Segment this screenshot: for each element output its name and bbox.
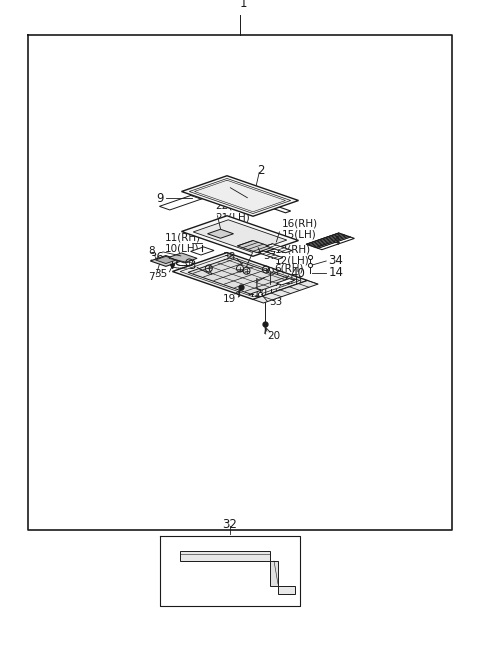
Text: 1: 1 bbox=[239, 0, 247, 10]
Polygon shape bbox=[168, 253, 197, 263]
Polygon shape bbox=[193, 220, 287, 252]
Polygon shape bbox=[191, 247, 214, 255]
Text: 32: 32 bbox=[223, 518, 238, 531]
Text: 36: 36 bbox=[149, 251, 164, 264]
Text: 40: 40 bbox=[290, 267, 305, 280]
Text: 11(RH)
10(LH): 11(RH) 10(LH) bbox=[165, 232, 201, 254]
Text: 8: 8 bbox=[148, 246, 155, 256]
Polygon shape bbox=[278, 586, 295, 594]
Text: 18: 18 bbox=[267, 272, 280, 281]
Text: 4: 4 bbox=[333, 235, 340, 248]
Text: 22(RH)
21(LH): 22(RH) 21(LH) bbox=[216, 201, 252, 222]
Text: 13(RH)
12(LH): 13(RH) 12(LH) bbox=[275, 244, 311, 266]
Text: 16(RH)
15(LH): 16(RH) 15(LH) bbox=[281, 218, 318, 239]
Text: 17: 17 bbox=[212, 179, 228, 192]
Polygon shape bbox=[207, 229, 233, 238]
Polygon shape bbox=[253, 281, 318, 303]
Polygon shape bbox=[181, 176, 299, 216]
Polygon shape bbox=[258, 251, 283, 260]
Polygon shape bbox=[180, 551, 270, 561]
Polygon shape bbox=[172, 253, 308, 299]
Polygon shape bbox=[181, 216, 299, 256]
Text: 20: 20 bbox=[268, 331, 281, 341]
Polygon shape bbox=[266, 244, 292, 253]
Polygon shape bbox=[306, 233, 354, 250]
Text: 9: 9 bbox=[156, 192, 164, 205]
Text: 35: 35 bbox=[154, 269, 168, 279]
Text: 36: 36 bbox=[214, 272, 227, 281]
Polygon shape bbox=[270, 561, 278, 586]
Polygon shape bbox=[238, 241, 273, 253]
Polygon shape bbox=[189, 178, 291, 214]
Text: 7: 7 bbox=[148, 272, 155, 282]
Text: 34: 34 bbox=[328, 253, 343, 266]
Text: 33: 33 bbox=[269, 297, 283, 308]
Text: 19: 19 bbox=[223, 294, 236, 304]
Text: 42(RH)
41(LH): 42(RH) 41(LH) bbox=[247, 277, 283, 299]
Polygon shape bbox=[225, 190, 291, 213]
Text: 6(RH)
5(LH): 6(RH) 5(LH) bbox=[274, 264, 303, 285]
Text: 14: 14 bbox=[328, 266, 343, 279]
Polygon shape bbox=[276, 279, 295, 285]
Polygon shape bbox=[150, 256, 181, 266]
Text: 37: 37 bbox=[263, 251, 276, 260]
Text: 38: 38 bbox=[222, 251, 235, 262]
Polygon shape bbox=[188, 258, 292, 294]
Text: 3: 3 bbox=[188, 259, 195, 272]
Polygon shape bbox=[156, 256, 176, 264]
Text: 2: 2 bbox=[257, 164, 265, 177]
Text: 39: 39 bbox=[254, 246, 268, 256]
Polygon shape bbox=[159, 188, 222, 210]
